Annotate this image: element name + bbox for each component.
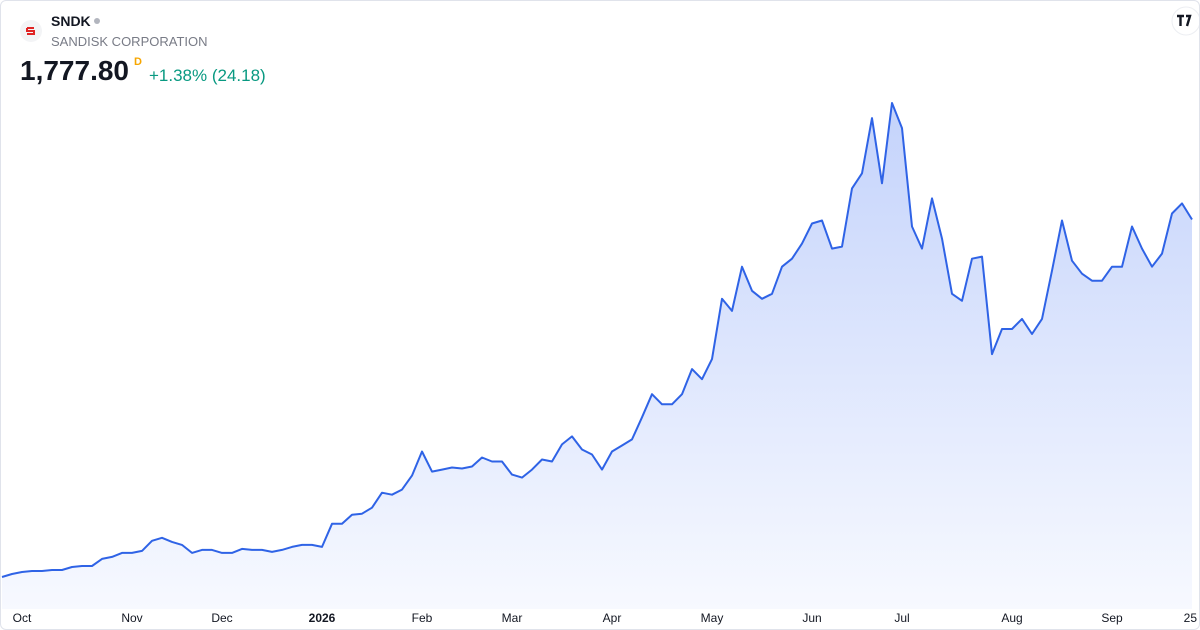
price: 1,777.80	[20, 55, 129, 86]
area-fill	[2, 103, 1192, 609]
x-tick-label: Jun	[802, 611, 821, 625]
status-dot	[94, 18, 100, 24]
price-suffix: D	[134, 56, 142, 68]
x-tick-label: Aug	[1001, 611, 1022, 625]
logo-mark	[26, 27, 35, 35]
tv-logo[interactable]	[1171, 6, 1199, 36]
x-tick-label: Jul	[894, 611, 909, 625]
tv-logo-mark	[1177, 14, 1192, 27]
x-tick-label: Apr	[603, 611, 622, 625]
company-name: SANDISK CORPORATION	[51, 34, 208, 49]
price-line	[1, 102, 1193, 578]
x-tick-label: Mar	[502, 611, 523, 625]
x-tick-label: Nov	[121, 611, 142, 625]
x-tick-label: Dec	[211, 611, 232, 625]
price-change: +1.38% (24.18)	[149, 66, 266, 85]
x-tick-label: May	[701, 611, 724, 625]
x-tick-label: 25	[1184, 611, 1198, 625]
symbol[interactable]: SNDK	[51, 13, 91, 29]
x-tick-label: Feb	[412, 611, 433, 625]
x-tick-label: 2026	[309, 611, 336, 625]
x-tick-label: Oct	[13, 611, 32, 625]
x-tick-label: Sep	[1101, 611, 1123, 625]
